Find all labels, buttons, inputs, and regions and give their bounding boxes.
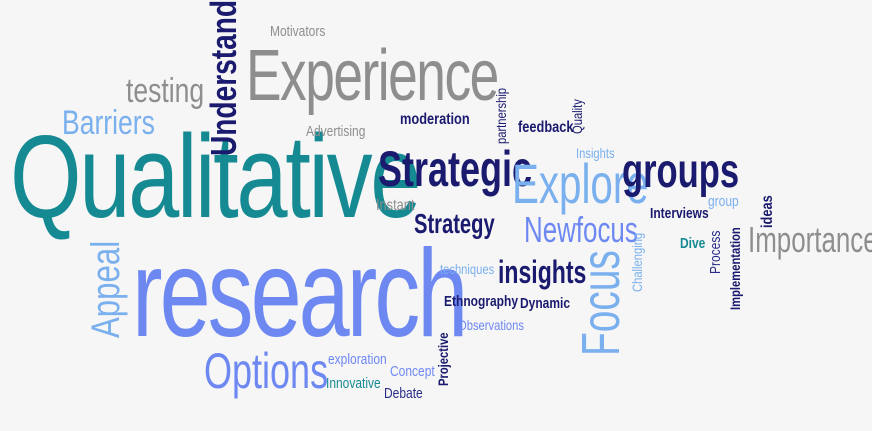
word-explore: Explore <box>512 152 649 215</box>
word-group: group <box>708 193 739 210</box>
word-quality: Quality <box>569 99 585 134</box>
word-research: research <box>132 225 468 363</box>
word-newfocus: Newfocus <box>524 209 638 250</box>
word-qualitative: Qualitative <box>10 111 421 243</box>
word-innovative: Innovative <box>326 375 381 392</box>
word-strategy: Strategy <box>414 208 495 239</box>
word-feedback: feedback <box>518 119 574 136</box>
word-ethnography: Ethnography <box>444 293 518 310</box>
word-strategic: Strategic <box>378 141 533 197</box>
word-barriers: Barriers <box>62 104 155 142</box>
word-groups: groups <box>622 145 740 198</box>
word-insights: insights <box>498 254 587 290</box>
word-debate: Debate <box>384 385 423 402</box>
word-techniques: techniques <box>440 261 495 277</box>
word-experience: Experience <box>246 36 499 116</box>
word-testing: testing <box>126 72 205 110</box>
word-instant: Instant <box>376 197 415 214</box>
word-understand: Understand <box>203 0 244 156</box>
word-dynamic: Dynamic <box>520 295 571 312</box>
word-interviews: Interviews <box>650 205 709 222</box>
word-observations: Observations <box>458 317 524 333</box>
word-moderation: moderation <box>400 111 470 128</box>
word-options: Options <box>204 343 329 399</box>
word-dive: Dive <box>680 235 706 252</box>
word-insights-small: Insights <box>576 145 615 161</box>
word-challenging: Challenging <box>629 232 645 292</box>
word-motivators: Motivators <box>270 23 326 40</box>
word-importance: Importance <box>748 219 872 260</box>
word-projective: Projective <box>435 332 451 386</box>
word-appeal: Appeal <box>84 240 128 338</box>
word-process: Process <box>707 230 724 274</box>
word-exploration: exploration <box>328 351 387 368</box>
word-concept: Concept <box>390 363 435 380</box>
word-partnership: partnership <box>493 87 509 144</box>
word-focus: Focus <box>571 250 631 356</box>
word-implementation: Implementation <box>727 227 743 310</box>
word-advertising: Advertising <box>306 123 366 140</box>
